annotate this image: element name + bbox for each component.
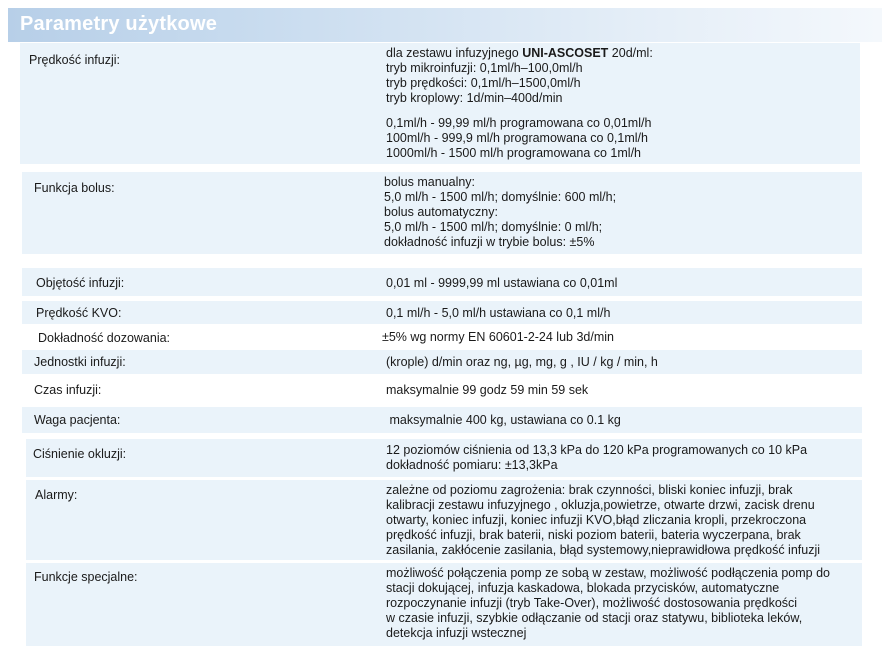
param-row-volume: Objętość infuzji: 0,01 ml - 9999,99 ml u… [22, 268, 862, 296]
param-value: maksymalnie 400 kg, ustawiana co 0.1 kg [386, 413, 621, 428]
param-value-programming: 0,1ml/h - 99,99 ml/h programowana co 0,0… [386, 116, 651, 161]
value-line: bolus automatyczny: [384, 205, 498, 219]
param-label: Alarmy: [35, 488, 78, 502]
param-label: Objętość infuzji: [36, 276, 125, 290]
value-line: maksymalnie 99 godz 59 min 59 sek [386, 383, 589, 397]
set-name: UNI-ASCOSET [522, 46, 609, 60]
value-line: bolus manualny: [384, 175, 476, 189]
param-value: 12 poziomów ciśnienia od 13,3 kPa do 120… [386, 443, 807, 473]
param-value: ±5% wg normy EN 60601-2-24 lub 3d/min [382, 330, 614, 345]
param-value: bolus manualny: 5,0 ml/h - 1500 ml/h; do… [384, 175, 616, 250]
value-line: dokładność pomiaru: ±13,3kPa [386, 458, 558, 472]
value-line: 0,1 ml/h - 5,0 ml/h ustawiana co 0,1 ml/… [386, 306, 611, 320]
param-value: 0,1 ml/h - 5,0 ml/h ustawiana co 0,1 ml/… [386, 306, 610, 321]
param-value: maksymalnie 99 godz 59 min 59 sek [386, 383, 588, 398]
param-label: Jednostki infuzji: [34, 355, 126, 369]
param-label: Dokładność dozowania: [38, 331, 171, 345]
value-line: 100ml/h - 999,9 ml/h programowana co 0,1… [386, 131, 648, 145]
value-line: w czasie infuzji, szybkie odłączanie od … [386, 611, 803, 625]
param-value: (krople) d/min oraz ng, µg, mg, g , IU /… [386, 355, 658, 370]
value-line: otwarty, koniec infuzji, koniec infuzji … [386, 513, 807, 527]
param-row-bolus: Funkcja bolus: bolus manualny: 5,0 ml/h … [22, 172, 862, 254]
param-row-time: Czas infuzji: maksymalnie 99 godz 59 min… [22, 378, 862, 402]
value-line: 12 poziomów ciśnienia od 13,3 kPa do 120… [386, 443, 808, 457]
value-line: 5,0 ml/h - 1500 ml/h; domyślnie: 600 ml/… [384, 190, 617, 204]
param-row-weight: Waga pacjenta: maksymalnie 400 kg, ustaw… [22, 407, 862, 433]
value-line: dla zestawu infuzyjnego UNI-ASCOSET 20d/… [386, 46, 653, 60]
param-row-kvo: Prędkość KVO: 0,1 ml/h - 5,0 ml/h ustawi… [22, 301, 862, 324]
value-line: zasilania, zakłócenie zasilania, błąd sy… [386, 543, 821, 557]
param-value: dla zestawu infuzyjnego UNI-ASCOSET 20d/… [386, 46, 653, 106]
value-line: (krople) d/min oraz ng, µg, mg, g , IU /… [386, 355, 658, 369]
param-row-occlusion: Ciśnienie okluzji: 12 poziomów ciśnienia… [26, 439, 862, 477]
value-line: maksymalnie 400 kg, ustawiana co 0.1 kg [386, 413, 621, 427]
param-row-special-functions: Funkcje specjalne: możliwość połączenia … [26, 563, 862, 646]
value-line: 0,01 ml - 9999,99 ml ustawiana co 0,01ml [386, 276, 618, 290]
value-line: 0,1ml/h - 99,99 ml/h programowana co 0,0… [386, 116, 652, 130]
param-row-alarms: Alarmy: zależne od poziomu zagrożenia: b… [26, 480, 862, 560]
param-row-dosing-accuracy: Dokładność dozowania: ±5% wg normy EN 60… [22, 327, 862, 349]
value-line: ±5% wg normy EN 60601-2-24 lub 3d/min [382, 330, 614, 344]
value-line: kalibracji zestawu infuzyjnego , okluzja… [386, 498, 815, 512]
value-line: tryb prędkości: 0,1ml/h–1500,0ml/h [386, 76, 581, 90]
param-label: Prędkość infuzji: [29, 53, 121, 67]
value-line: detekcja infuzji wstecznej [386, 626, 527, 640]
value-line: zależne od poziomu zagrożenia: brak czyn… [386, 483, 793, 497]
param-row-units: Jednostki infuzji: (krople) d/min oraz n… [22, 350, 862, 374]
section-title: Parametry użytkowe [20, 13, 218, 35]
param-label: Czas infuzji: [34, 383, 102, 397]
value-line: 5,0 ml/h - 1500 ml/h; domyślnie: 0 ml/h; [384, 220, 603, 234]
param-value: zależne od poziomu zagrożenia: brak czyn… [386, 483, 820, 558]
param-row-infusion-rate: Prędkość infuzji: dla zestawu infuzyjneg… [20, 43, 860, 164]
param-label: Ciśnienie okluzji: [33, 447, 127, 461]
param-value: możliwość połączenia pomp ze sobą w zest… [386, 566, 830, 641]
param-value: 0,01 ml - 9999,99 ml ustawiana co 0,01ml [386, 276, 617, 291]
value-line: możliwość połączenia pomp ze sobą w zest… [386, 566, 830, 580]
value-line: prędkość infuzji, brak baterii, niski po… [386, 528, 801, 542]
param-label: Waga pacjenta: [34, 413, 121, 427]
param-label: Funkcja bolus: [34, 181, 115, 195]
value-line: tryb mikroinfuzji: 0,1ml/h–100,0ml/h [386, 61, 583, 75]
value-line: stacji dokującej, infuzja kaskadowa, blo… [386, 581, 780, 595]
value-line: tryb kroplowy: 1d/min–400d/min [386, 91, 563, 105]
param-label: Funkcje specjalne: [34, 570, 138, 584]
value-line: dokładność infuzji w trybie bolus: ±5% [384, 235, 595, 249]
param-label: Prędkość KVO: [36, 306, 122, 320]
value-line: 1000ml/h - 1500 ml/h programowana co 1ml… [386, 146, 641, 160]
section-header: Parametry użytkowe [8, 8, 882, 42]
value-line: rozpoczynanie infuzji (tryb Take-Over), … [386, 596, 798, 610]
